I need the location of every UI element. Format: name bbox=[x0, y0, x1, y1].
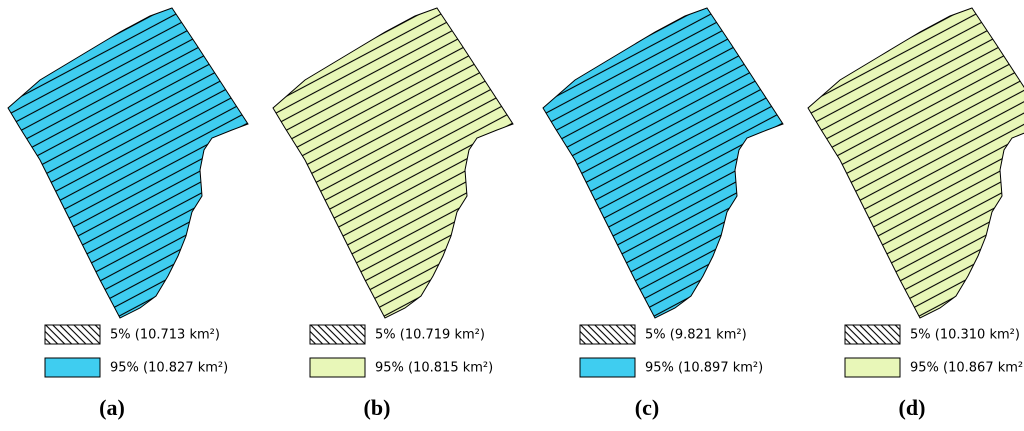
legend-swatch-hatched bbox=[44, 324, 101, 345]
panel-label: (d) bbox=[899, 395, 926, 420]
panel-label: (b) bbox=[364, 395, 391, 420]
legend-label: 95% (10.827 km²) bbox=[110, 361, 228, 376]
map-panel: 5% (10.310 km²) 95% (10.867 km²) (d) bbox=[807, 7, 1024, 420]
legend-label: 5% (10.713 km²) bbox=[110, 328, 220, 343]
map-hatch bbox=[7, 7, 249, 319]
panel-label: (a) bbox=[99, 395, 125, 420]
map-hatch bbox=[542, 7, 784, 319]
legend-swatch-color bbox=[579, 357, 636, 378]
legend-swatch-color bbox=[44, 357, 101, 378]
legend-label: 95% (10.867 km²) bbox=[910, 361, 1024, 376]
legend-label: 95% (10.815 km²) bbox=[375, 361, 493, 376]
map-hatch bbox=[807, 7, 1024, 319]
legend-swatch-hatched bbox=[579, 324, 636, 345]
legend-label: 95% (10.897 km²) bbox=[645, 361, 763, 376]
panel-label: (c) bbox=[635, 395, 659, 420]
map-panel: 5% (10.713 km²) 95% (10.827 km²) (a) bbox=[7, 7, 249, 420]
map-panel: 5% (10.719 km²) 95% (10.815 km²) (b) bbox=[272, 7, 514, 420]
legend-swatch-hatched bbox=[309, 324, 366, 345]
legend-swatch-hatched bbox=[844, 324, 901, 345]
legend-swatch-color bbox=[309, 357, 366, 378]
legend-label: 5% (10.310 km²) bbox=[910, 328, 1020, 343]
map-hatch bbox=[272, 7, 514, 319]
legend-swatch-color bbox=[844, 357, 901, 378]
legend-label: 5% (10.719 km²) bbox=[375, 328, 485, 343]
legend-label: 5% (9.821 km²) bbox=[645, 328, 747, 343]
map-panel: 5% (9.821 km²) 95% (10.897 km²) (c) bbox=[542, 7, 784, 420]
